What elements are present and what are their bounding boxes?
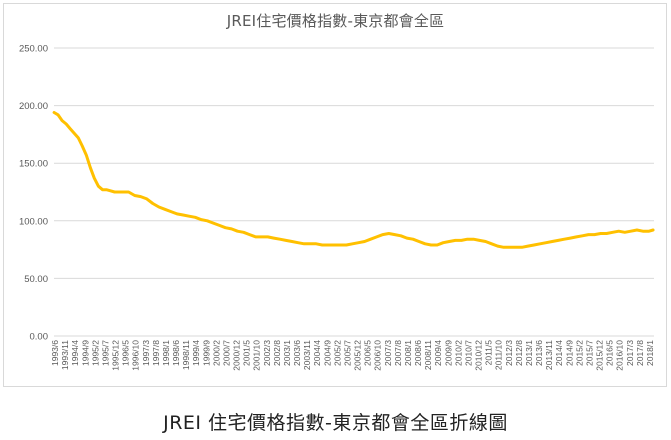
x-tick-label: 1994/4 bbox=[70, 340, 80, 366]
x-axis-labels: 1993/6 1993/11 1994/4 1994/9 1995/2 1995/7 199… bbox=[50, 340, 655, 371]
x-tick-label: 2005/2 bbox=[332, 340, 342, 366]
x-tick-label: 2012/3 bbox=[504, 340, 514, 366]
x-tick-label: 2017/8 bbox=[635, 340, 645, 366]
x-tick-label: 1999/4 bbox=[191, 340, 201, 366]
x-tick-label: 1993/6 bbox=[50, 340, 60, 366]
x-tick-label: 1995/12 bbox=[111, 340, 121, 371]
y-tick-label: 0.00 bbox=[30, 332, 49, 343]
x-tick-label: 2009/9 bbox=[443, 340, 453, 366]
chart-caption: JREI 住宅價格指數-東京都會全區折線圖 bbox=[163, 412, 508, 434]
x-tick-label: 2001/10 bbox=[252, 340, 262, 371]
x-tick-label: 1997/8 bbox=[151, 340, 161, 366]
series-line bbox=[52, 111, 655, 249]
y-tick-label: 200.00 bbox=[19, 101, 48, 112]
x-tick-label: 2013/1 bbox=[524, 340, 534, 366]
x-tick-label: 1994/9 bbox=[80, 340, 90, 366]
x-tick-label: 2014/4 bbox=[554, 340, 564, 366]
x-tick-label: 2002/3 bbox=[262, 340, 272, 366]
x-tick-label: 1996/5 bbox=[121, 340, 131, 366]
x-tick-label: 2015/7 bbox=[585, 340, 595, 366]
y-tick-label: 100.00 bbox=[19, 216, 48, 227]
x-tick-label: 2004/9 bbox=[322, 340, 332, 366]
x-tick-label: 2017/3 bbox=[625, 340, 635, 366]
chart-title: JREI住宅價格指數-東京都會全區 bbox=[226, 12, 445, 30]
x-tick-label: 2002/8 bbox=[272, 340, 282, 366]
x-tick-label: 2006/10 bbox=[373, 340, 383, 371]
x-tick-label: 1995/2 bbox=[90, 340, 100, 366]
x-tick-label: 2003/1 bbox=[282, 340, 292, 366]
chart-frame bbox=[3, 3, 667, 387]
x-tick-label: 1995/7 bbox=[100, 340, 110, 366]
x-tick-label: 2003/11 bbox=[302, 340, 312, 370]
x-tick-label: 2015/12 bbox=[595, 340, 605, 371]
x-tick-label: 2008/1 bbox=[403, 340, 413, 366]
x-tick-label: 2011/10 bbox=[494, 340, 504, 370]
x-tick-label: 2000/12 bbox=[232, 340, 242, 371]
x-tick-label: 2008/6 bbox=[413, 340, 423, 366]
x-tick-label: 2016/5 bbox=[605, 340, 615, 366]
y-axis-labels: 0.00 50.00 100.00 150.00 200.00 250.00 bbox=[19, 44, 48, 343]
x-tick-label: 2007/8 bbox=[393, 340, 403, 366]
x-tick-label: 2000/7 bbox=[221, 340, 231, 366]
x-tick-label: 2018/1 bbox=[645, 340, 655, 366]
y-tick-label: 250.00 bbox=[19, 44, 48, 55]
x-tick-label: 1993/11 bbox=[60, 340, 70, 370]
y-tick-label: 150.00 bbox=[19, 159, 48, 170]
x-tick-label: 2004/4 bbox=[312, 340, 322, 366]
x-tick-label: 2006/5 bbox=[363, 340, 373, 366]
x-tick-label: 2009/4 bbox=[433, 340, 443, 366]
x-tick-label: 2008/11 bbox=[423, 340, 433, 370]
x-tick-label: 1999/9 bbox=[201, 340, 211, 366]
x-tick-label: 2007/3 bbox=[383, 340, 393, 366]
gridlines bbox=[54, 47, 654, 337]
x-tick-label: 2014/9 bbox=[564, 340, 574, 366]
x-tick-label: 2010/12 bbox=[474, 340, 484, 371]
x-tick-label: 1998/1 bbox=[161, 340, 171, 366]
y-tick-label: 50.00 bbox=[24, 274, 48, 285]
x-tick-label: 1997/3 bbox=[141, 340, 151, 366]
x-tick-label: 2012/8 bbox=[514, 340, 524, 366]
line-chart: 0.00 50.00 100.00 150.00 200.00 250.00 1993/6… bbox=[19, 44, 655, 371]
x-tick-label: 2016/10 bbox=[615, 340, 625, 371]
x-tick-label: 1998/11 bbox=[181, 340, 191, 370]
x-tick-label: 2000/2 bbox=[211, 340, 221, 366]
x-tick-label: 2005/7 bbox=[342, 340, 352, 366]
x-tick-label: 2015/2 bbox=[574, 340, 584, 366]
x-tick-label: 1998/6 bbox=[171, 340, 181, 366]
x-tick-label: 2013/11 bbox=[544, 340, 554, 370]
x-tick-label: 2011/5 bbox=[484, 340, 494, 366]
x-tick-label: 2005/12 bbox=[353, 340, 363, 371]
series-group bbox=[52, 111, 655, 249]
x-tick-label: 2003/6 bbox=[292, 340, 302, 366]
x-tick-label: 2013/6 bbox=[534, 340, 544, 366]
x-tick-label: 2010/7 bbox=[463, 340, 473, 366]
x-tick-label: 2001/5 bbox=[242, 340, 252, 366]
x-tick-label: 1996/10 bbox=[131, 340, 141, 371]
x-tick-label: 2010/2 bbox=[453, 340, 463, 366]
